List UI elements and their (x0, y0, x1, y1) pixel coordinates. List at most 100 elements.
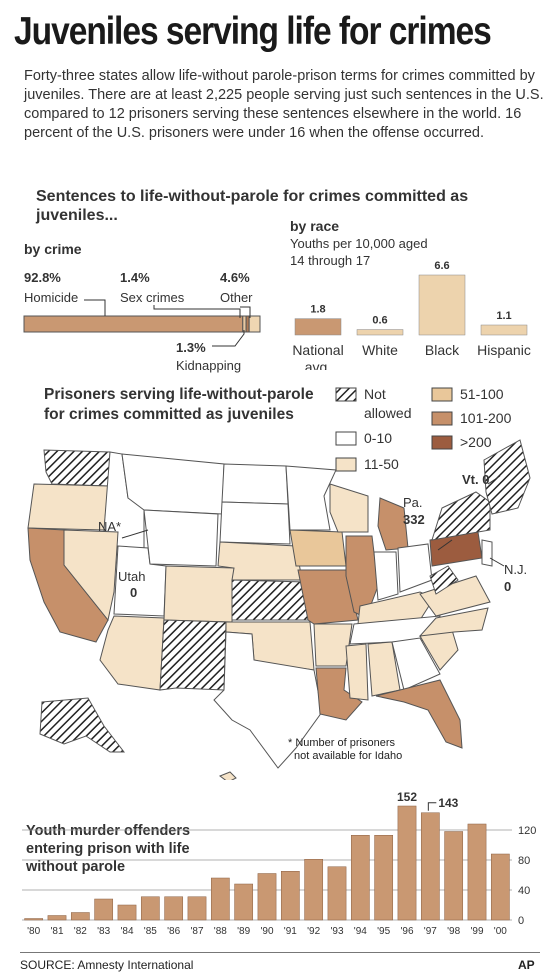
state-oregon (27, 483, 109, 531)
chart-bar (374, 835, 394, 921)
state-arkansas (313, 623, 353, 667)
x-tick-label: '88 (214, 926, 227, 937)
x-tick-label: '99 (470, 926, 483, 937)
pa-label: Pa. (403, 495, 423, 510)
chart-bar (210, 877, 230, 921)
chart-bar (24, 918, 44, 921)
race-name-label: Black (425, 342, 460, 358)
x-tick-label: '92 (307, 926, 320, 937)
state-michigan (377, 497, 409, 551)
state-virginia (419, 575, 491, 617)
race-bar-white (356, 329, 404, 336)
x-tick-label: '80 (27, 926, 40, 937)
data-label: 143 (438, 796, 458, 810)
chart-bar (47, 915, 67, 921)
homicide-pct: 92.8% (24, 270, 61, 285)
state-alaska (39, 697, 126, 753)
x-tick-label: '84 (120, 926, 133, 937)
homicide-leader (84, 299, 106, 316)
legend-swatch (335, 457, 357, 472)
nj-value: 0 (504, 579, 512, 594)
us-map: Not allowed 0-10 11-50 51-100 101-200 >200 (27, 386, 531, 780)
chart-bar (140, 896, 160, 921)
x-tick-label: '96 (400, 926, 413, 937)
chart-bar (397, 805, 417, 921)
state-ohio (397, 543, 433, 593)
kidnapping-pct: 1.3% (176, 340, 206, 355)
chart-bar (234, 883, 254, 921)
x-tick-label: '83 (97, 926, 110, 937)
x-tick-label: '93 (330, 926, 343, 937)
chart-bar (350, 835, 370, 921)
youth-murder-chart: '80 '81 '82 '83 '84 '85 '86 '87 '88 '89 '90 '91 '92 '… (22, 790, 536, 937)
state-colorado (163, 565, 235, 623)
state-louisiana (315, 667, 363, 721)
x-tick-label: '95 (377, 926, 390, 937)
pa-leader (437, 539, 453, 551)
vt-label: Vt. 0 (462, 472, 490, 487)
by-race-label: by race (290, 218, 340, 234)
chart-bar (304, 859, 324, 921)
chart-bar (187, 896, 207, 921)
state-north-carolina (418, 607, 489, 637)
state-iowa (289, 529, 347, 567)
race-value-label: 1.8 (310, 304, 325, 316)
chart-bar (327, 866, 347, 921)
state-west-virginia (429, 565, 459, 595)
state-nevada (63, 529, 119, 622)
legend-swatch (335, 431, 357, 446)
chart-bar (444, 831, 464, 921)
race-value-label: 1.1 (496, 310, 511, 322)
sex-crimes-pct: 1.4% (120, 270, 150, 285)
chart-title-line-3: without parole (26, 859, 126, 875)
chart-bar (70, 912, 90, 921)
chart-bar (117, 904, 137, 921)
vt-leader (487, 475, 501, 485)
nj-leader (489, 557, 505, 567)
other-pct: 4.6% (220, 270, 250, 285)
state-kansas (231, 579, 309, 621)
legend-swatch (431, 411, 453, 426)
race-name-label: National (292, 342, 343, 358)
race-value-label: 0.6 (372, 315, 387, 327)
chart-bar (467, 823, 487, 921)
chart-bar (420, 812, 440, 921)
legend-label: 0-10 (364, 430, 392, 446)
legend-label: 51-100 (460, 386, 504, 402)
state-wyoming (143, 509, 219, 567)
race-bar-hispanic (480, 324, 528, 336)
map-title-1: Prisoners serving life-without-parole (44, 386, 314, 403)
race-name-label: White (362, 342, 398, 358)
kidnapping-leader (212, 330, 245, 347)
x-tick-label: '90 (260, 926, 273, 937)
state-wisconsin (329, 483, 369, 533)
state-florida (375, 679, 463, 749)
pa-value: 332 (403, 512, 425, 527)
state-hawaii (218, 771, 237, 780)
y-tick-label: 80 (518, 855, 530, 867)
state-missouri (297, 569, 359, 625)
race-value-label: 6.6 (434, 260, 449, 272)
x-tick-label: '98 (447, 926, 460, 937)
legend-label: Not (364, 386, 386, 402)
homicide-label: Homicide (24, 290, 79, 305)
chart-bar (490, 853, 510, 921)
legend-swatch (335, 387, 357, 402)
by-crime-label: by crime (24, 241, 82, 257)
legend-label: 11-50 (364, 456, 399, 472)
footer-rule (20, 952, 540, 953)
state-south-dakota (219, 501, 291, 545)
state-georgia (391, 637, 441, 691)
x-tick-label: '00 (494, 926, 507, 937)
map-legend: Not allowed 0-10 11-50 51-100 101-200 >200 (335, 386, 512, 472)
x-tick-label: '86 (167, 926, 180, 937)
page-title: Juveniles serving life for crimes (14, 10, 492, 53)
race-name-label-2: avg. (305, 359, 331, 370)
state-north-dakota (221, 463, 289, 505)
state-new-mexico (159, 619, 227, 691)
chart-title-line-1: Youth murder offenders (26, 823, 191, 839)
map-footnote-2: not available for Idaho (294, 750, 403, 762)
other-label: Other (220, 290, 253, 305)
data-label: 152 (397, 790, 417, 804)
